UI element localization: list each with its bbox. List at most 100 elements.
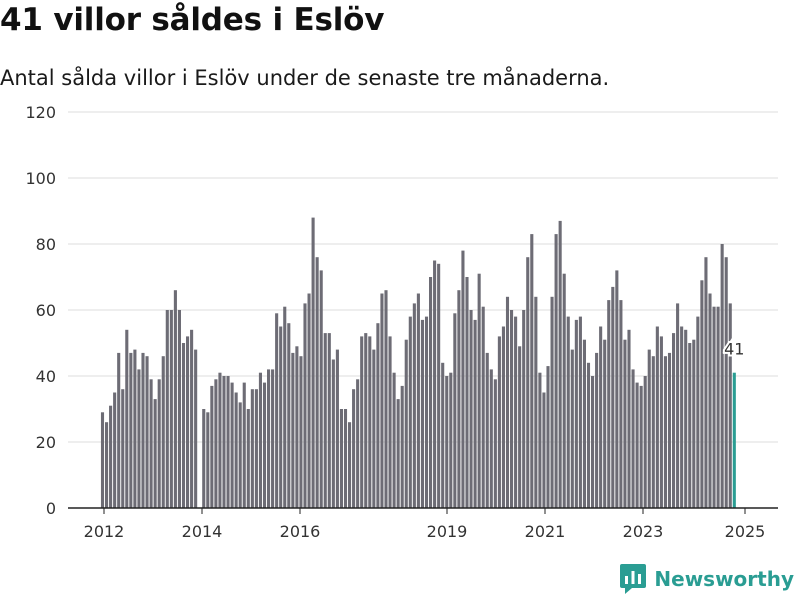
bar [408, 316, 412, 508]
bar [554, 234, 558, 508]
bar [295, 346, 299, 508]
y-tick-label: 120 [25, 103, 56, 122]
bar [663, 356, 667, 508]
x-tick-label: 2012 [84, 522, 125, 541]
bar [700, 280, 704, 508]
bar [113, 392, 117, 508]
x-tick-label: 2025 [725, 522, 766, 541]
x-tick-label: 2023 [623, 522, 664, 541]
y-tick-label: 60 [36, 301, 56, 320]
bar [206, 412, 210, 508]
bar [619, 300, 623, 508]
y-tick-label: 80 [36, 235, 56, 254]
x-tick-label: 2019 [427, 522, 468, 541]
bar [445, 376, 449, 508]
bar [429, 277, 433, 508]
bar [489, 369, 493, 508]
bar [121, 389, 125, 508]
bar [262, 382, 267, 508]
x-tick-label: 2021 [525, 522, 566, 541]
bar [647, 349, 651, 508]
bar [392, 372, 396, 508]
bar [165, 310, 169, 508]
bar [315, 257, 319, 508]
bar [109, 405, 113, 508]
bar [238, 402, 242, 508]
bar [250, 389, 254, 508]
bar [562, 273, 566, 508]
bar [716, 306, 720, 508]
bar [319, 270, 323, 508]
bar [704, 257, 708, 508]
bar [335, 349, 339, 508]
bar [631, 369, 635, 508]
bar [728, 303, 732, 508]
bar [526, 257, 530, 508]
bar [457, 290, 461, 508]
newsworthy-logo[interactable]: Newsworthy [620, 564, 794, 594]
chart-title: 41 villor såldes i Eslöv [0, 2, 385, 38]
bar [186, 336, 190, 508]
bar [627, 329, 631, 508]
bar [599, 326, 603, 508]
bar [501, 326, 505, 508]
bar [623, 339, 627, 508]
bar [323, 333, 327, 508]
bar [505, 296, 510, 508]
bar [639, 385, 643, 508]
bar [145, 356, 149, 508]
bar [125, 329, 129, 508]
bar [720, 244, 724, 508]
bar [684, 329, 688, 508]
bar [497, 336, 501, 508]
x-tick-label: 2016 [280, 522, 321, 541]
bar [194, 349, 198, 508]
bar [530, 234, 534, 508]
bar [477, 273, 481, 508]
bar [635, 382, 639, 508]
bar [271, 369, 275, 508]
bar [696, 316, 700, 508]
bar [100, 412, 105, 508]
bar [291, 352, 295, 508]
bar [222, 376, 226, 508]
bar [659, 336, 663, 508]
y-tick-label: 0 [46, 499, 56, 518]
newsworthy-chart-icon [620, 564, 647, 594]
bar [465, 277, 469, 508]
bar [275, 313, 279, 508]
bar [153, 399, 157, 508]
bar [441, 362, 445, 508]
bar [287, 323, 291, 508]
bar [420, 319, 424, 508]
bar [449, 372, 453, 508]
bar [485, 352, 489, 508]
bar [360, 336, 364, 508]
bar [724, 257, 728, 508]
bar [514, 316, 518, 508]
bar [133, 349, 137, 508]
bar [595, 352, 599, 508]
bar [510, 310, 514, 508]
bar [586, 362, 591, 508]
bar [339, 409, 343, 508]
bar [331, 359, 335, 508]
bar [234, 392, 238, 508]
bar [181, 343, 186, 508]
bar [348, 422, 352, 508]
bar [672, 333, 676, 508]
chart-subtitle: Antal sålda villor i Eslöv under de sena… [0, 66, 610, 90]
bar [105, 422, 109, 508]
bar [267, 369, 271, 508]
bar [161, 356, 165, 508]
bar [388, 336, 392, 508]
bar [384, 290, 388, 508]
bar [343, 409, 348, 508]
bar [242, 382, 246, 508]
brand-name: Newsworthy [654, 567, 794, 591]
bar [254, 389, 258, 508]
bar [190, 329, 194, 508]
bar [214, 379, 218, 508]
bar [708, 293, 712, 508]
bar [400, 385, 404, 508]
